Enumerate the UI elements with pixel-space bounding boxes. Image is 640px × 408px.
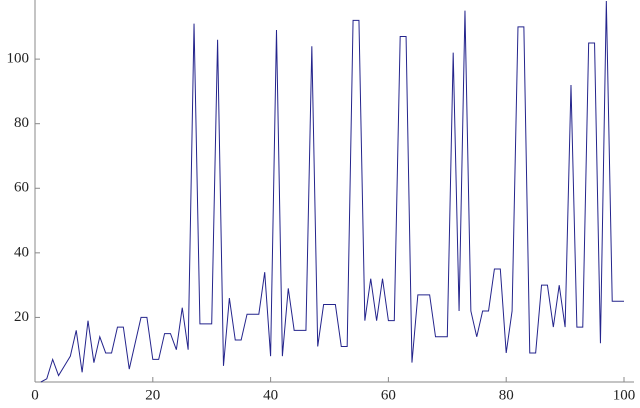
data-line (40, 0, 624, 383)
x-tick-label: 0 (31, 387, 39, 403)
x-tick-label: 60 (381, 387, 396, 403)
y-tick-label: 60 (14, 180, 29, 196)
y-tick-label: 100 (7, 51, 30, 67)
y-tick-label: 20 (14, 309, 29, 325)
y-tick-label: 80 (14, 115, 29, 131)
x-tick-label: 40 (263, 387, 278, 403)
x-tick-label: 80 (499, 387, 514, 403)
x-tick-label: 20 (145, 387, 160, 403)
y-tick-label: 40 (14, 244, 29, 260)
x-tick-label: 100 (613, 387, 636, 403)
